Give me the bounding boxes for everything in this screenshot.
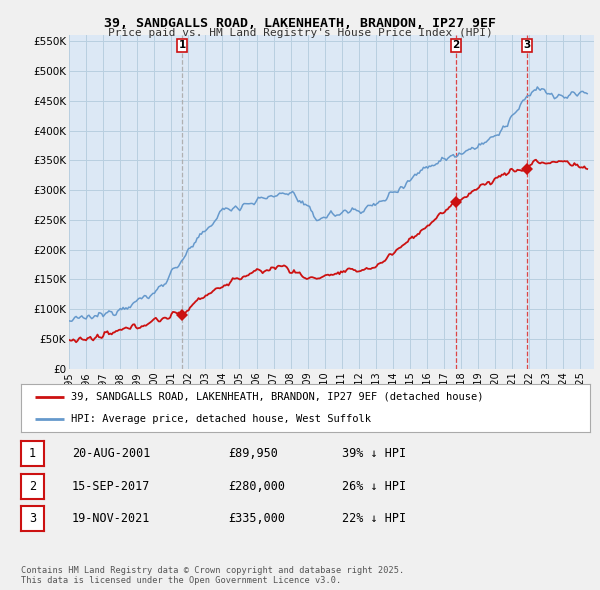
Text: £335,000: £335,000 <box>228 512 285 525</box>
Text: 39, SANDGALLS ROAD, LAKENHEATH, BRANDON, IP27 9EF (detached house): 39, SANDGALLS ROAD, LAKENHEATH, BRANDON,… <box>71 392 484 402</box>
Text: 1: 1 <box>29 447 36 460</box>
Text: £280,000: £280,000 <box>228 480 285 493</box>
Text: 3: 3 <box>29 512 36 525</box>
Text: 19-NOV-2021: 19-NOV-2021 <box>72 512 151 525</box>
Text: 22% ↓ HPI: 22% ↓ HPI <box>342 512 406 525</box>
Text: 2: 2 <box>29 480 36 493</box>
Text: Contains HM Land Registry data © Crown copyright and database right 2025.
This d: Contains HM Land Registry data © Crown c… <box>21 566 404 585</box>
Text: HPI: Average price, detached house, West Suffolk: HPI: Average price, detached house, West… <box>71 414 371 424</box>
Text: 39% ↓ HPI: 39% ↓ HPI <box>342 447 406 460</box>
Text: Price paid vs. HM Land Registry's House Price Index (HPI): Price paid vs. HM Land Registry's House … <box>107 28 493 38</box>
Text: 39, SANDGALLS ROAD, LAKENHEATH, BRANDON, IP27 9EF: 39, SANDGALLS ROAD, LAKENHEATH, BRANDON,… <box>104 17 496 30</box>
Text: 26% ↓ HPI: 26% ↓ HPI <box>342 480 406 493</box>
Text: 20-AUG-2001: 20-AUG-2001 <box>72 447 151 460</box>
Text: 15-SEP-2017: 15-SEP-2017 <box>72 480 151 493</box>
Text: 1: 1 <box>179 40 186 50</box>
Text: 3: 3 <box>524 40 531 50</box>
Text: £89,950: £89,950 <box>228 447 278 460</box>
Text: 2: 2 <box>452 40 460 50</box>
